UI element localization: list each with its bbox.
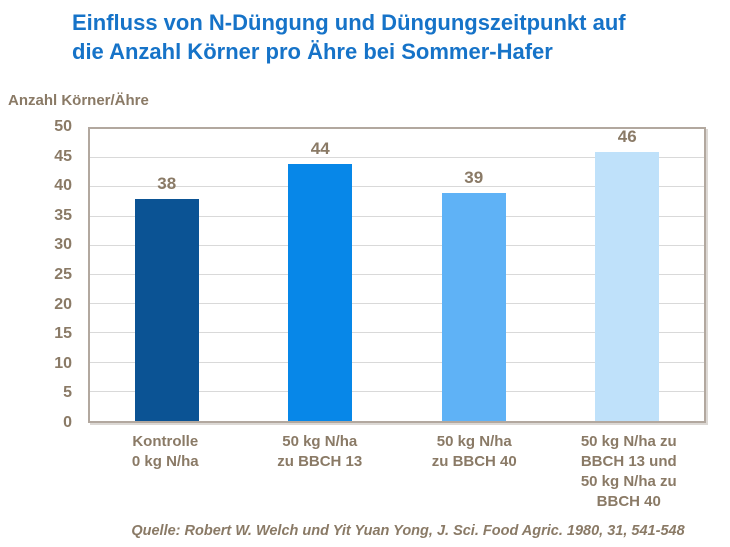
y-axis-title: Anzahl Körner/Ähre — [8, 92, 149, 109]
gridline — [90, 157, 704, 159]
bar-fill — [288, 164, 353, 421]
gridline — [90, 215, 704, 217]
gridline — [90, 274, 704, 275]
gridline — [90, 244, 704, 246]
bar-value-label: 44 — [310, 139, 330, 159]
bar-fill — [595, 152, 660, 421]
bar: 46 — [595, 127, 660, 421]
gridline — [90, 186, 704, 188]
x-axis-labels: Kontrolle 0 kg N/ha 50 kg N/ha zu BBCH 13… — [88, 432, 706, 520]
gridline — [90, 303, 704, 305]
gridline — [90, 390, 704, 392]
x-category-label: 50 kg N/ha zu BBCH 13 und 50 kg N/ha zu … — [580, 433, 677, 510]
y-tick-label: 25 — [54, 266, 72, 283]
bar-fill — [134, 199, 199, 421]
y-tick-label: 45 — [54, 147, 72, 165]
bar-value-label: 38 — [157, 174, 177, 194]
y-tick-label: 10 — [54, 354, 72, 372]
y-tick-label: 30 — [54, 236, 72, 254]
x-category-label: 50 kg N/ha zu BBCH 13 — [277, 433, 363, 470]
gridline — [90, 332, 704, 334]
gridline — [90, 361, 704, 363]
y-tick-label: 50 — [54, 118, 72, 135]
chart-title: Einfluss von N-Düngung und Düngungszeitp… — [72, 10, 626, 64]
y-tick-label: 0 — [63, 414, 72, 431]
y-tick-label: 35 — [54, 206, 72, 224]
x-category-label: Kontrolle 0 kg N/ha — [131, 433, 199, 470]
x-category-label: 50 kg N/ha zu BBCH 40 — [431, 433, 517, 470]
y-tick-label: 40 — [54, 177, 72, 195]
bar-value-label: 39 — [464, 168, 484, 188]
bar: 39 — [441, 168, 506, 421]
bar: 44 — [288, 139, 353, 421]
plot-area: 38 44 39 46 — [88, 127, 706, 423]
y-tick-label: 20 — [54, 295, 72, 313]
bar-fill — [441, 193, 506, 421]
y-axis-ticks: 0 5 10 15 20 25 30 35 40 45 50 — [18, 118, 80, 431]
y-tick-label: 15 — [54, 325, 72, 343]
bar-value-label: 46 — [617, 127, 637, 147]
bar: 38 — [134, 174, 199, 421]
y-tick-label: 5 — [63, 384, 72, 402]
source-citation: Quelle: Robert W. Welch und Yit Yuan Yon… — [131, 523, 685, 539]
